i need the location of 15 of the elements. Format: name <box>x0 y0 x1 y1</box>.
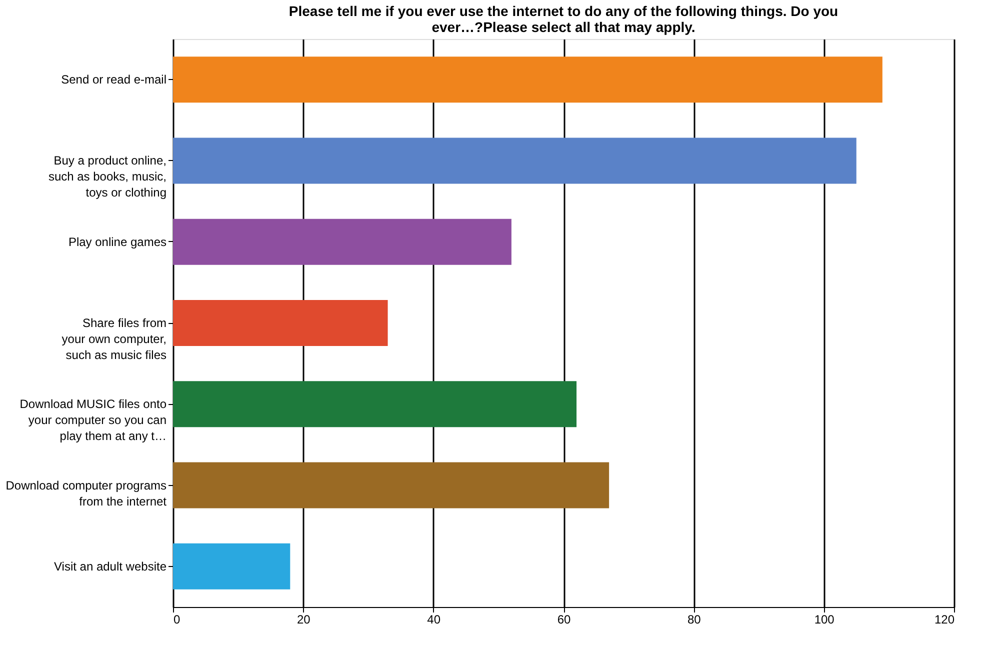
y-tick-label: Send or read e-mail <box>61 72 166 87</box>
x-tick-label: 120 <box>934 612 955 626</box>
x-tick-label: 100 <box>814 612 835 626</box>
x-tick-label: 20 <box>296 612 311 626</box>
y-tick-label: Share files from your own computer, such as music files <box>62 316 166 362</box>
y-tick-label: Buy a product online, such as books, music, toys or clothing <box>48 154 166 200</box>
y-tick-label: Download computer programs from the internet <box>6 478 168 508</box>
chart-title: Please tell me if you ever use the internet to do any of the following things. Do you ever…?Please select all that may apply. <box>288 3 838 35</box>
x-tick-label: 60 <box>557 612 571 626</box>
x-tick-label: 40 <box>427 612 441 626</box>
y-tick-label: Play online games <box>68 234 166 249</box>
y-tick-label: Download MUSIC files onto your computer so you can play them at any t… <box>20 397 167 444</box>
x-tick-label: 0 <box>174 612 180 626</box>
y-tick-label: Visit an adult website <box>54 559 167 574</box>
x-tick-label: 80 <box>687 612 702 626</box>
